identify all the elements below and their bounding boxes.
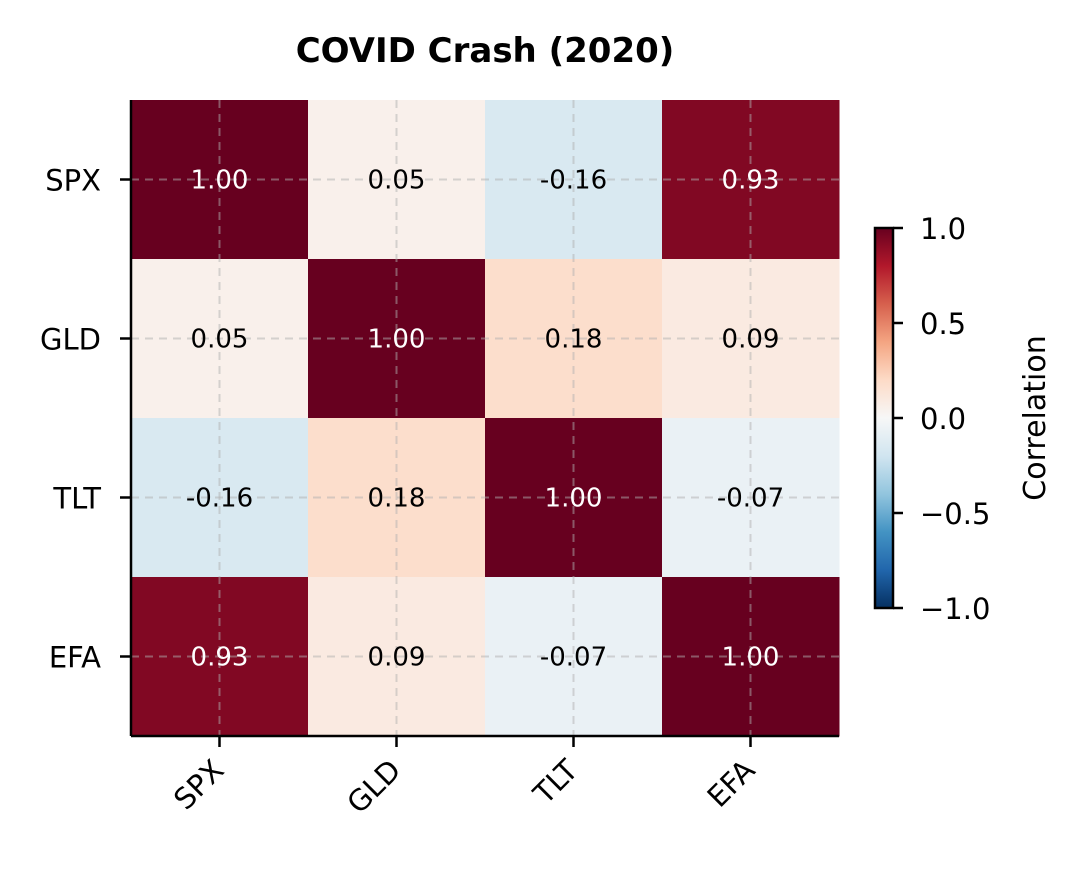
cell-value-label: 0.93 bbox=[722, 166, 780, 196]
x-tick-label: SPX bbox=[167, 753, 230, 816]
colorbar-tick-label: 1.0 bbox=[920, 212, 966, 246]
y-tick-label: GLD bbox=[40, 323, 101, 357]
grid-lines bbox=[131, 100, 839, 736]
x-tick-label: GLD bbox=[340, 753, 407, 820]
cell-value-label: 0.09 bbox=[722, 325, 780, 355]
colorbar: 1.0 0.5 0.0 −0.5 −1.0 bbox=[873, 212, 990, 626]
cell-value-labels: 1.00 0.05 -0.16 0.93 0.05 1.00 0.18 0.09 -0.16 0.… bbox=[186, 166, 784, 673]
cell-value-label: 0.18 bbox=[545, 325, 603, 355]
cell-value-label: 1.00 bbox=[191, 166, 249, 196]
cell-value-label: 0.05 bbox=[368, 166, 426, 196]
cell-value-label: 0.93 bbox=[191, 643, 249, 673]
cell-value-label: 1.00 bbox=[545, 484, 603, 514]
x-tick-label: TLT bbox=[526, 753, 585, 812]
cell-value-label: 0.09 bbox=[368, 643, 426, 673]
cell-value-label: -0.07 bbox=[540, 643, 607, 673]
colorbar-tick-label: 0.5 bbox=[920, 307, 966, 341]
y-tick-label: EFA bbox=[49, 641, 101, 675]
cell-value-label: -0.07 bbox=[717, 484, 784, 514]
cell-value-label: 1.00 bbox=[722, 643, 780, 673]
cell-value-label: 1.00 bbox=[368, 325, 426, 355]
cell-value-label: 0.18 bbox=[368, 484, 426, 514]
colorbar-gradient bbox=[873, 226, 895, 610]
y-tick-label: SPX bbox=[45, 164, 101, 198]
cell-value-label: 0.05 bbox=[191, 325, 249, 355]
x-tick-label: EFA bbox=[701, 753, 762, 814]
cell-value-label: -0.16 bbox=[186, 484, 253, 514]
colorbar-label: Correlation bbox=[1018, 335, 1053, 500]
chart-title: COVID Crash (2020) bbox=[296, 31, 675, 71]
colorbar-tick-label: −1.0 bbox=[920, 592, 990, 626]
y-tick-label: TLT bbox=[52, 482, 101, 516]
cell-value-label: -0.16 bbox=[540, 166, 607, 196]
colorbar-tick-label: 0.0 bbox=[920, 402, 966, 436]
colorbar-tick-label: −0.5 bbox=[920, 497, 990, 531]
